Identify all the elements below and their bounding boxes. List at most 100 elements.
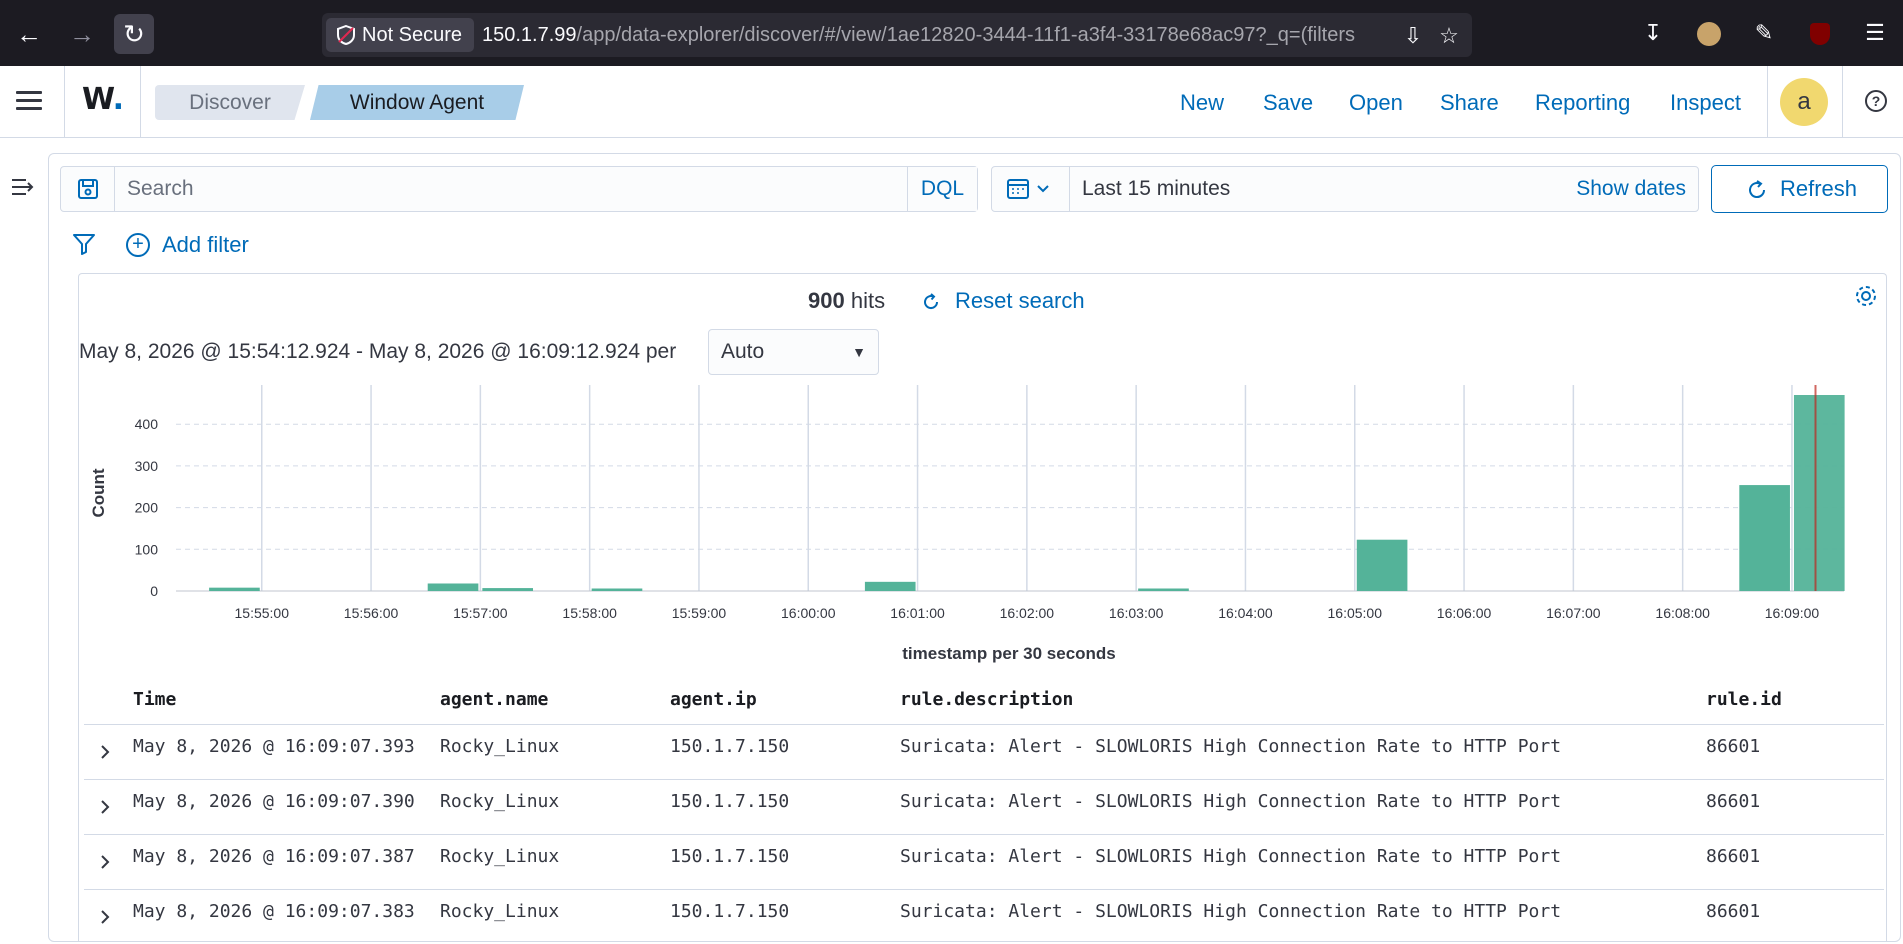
cell-agent-ip: 150.1.7.150 [670,736,790,757]
histogram-bar [1739,485,1790,591]
interval-value: Auto [721,340,765,363]
cell-rule-description: Suricata: Alert - SLOWLORIS High Connect… [900,736,1562,757]
x-tick-label: 16:05:00 [1328,605,1383,621]
cell-agent-name: Rocky_Linux [440,846,560,867]
app-logo[interactable]: W. [82,82,124,117]
refresh-icon [1749,180,1766,199]
divider [1842,66,1843,138]
share-link[interactable]: Share [1440,90,1499,115]
cell-rule-id: 86601 [1706,846,1761,867]
histogram-bar [1356,539,1408,591]
save-icon [78,179,98,199]
interval-select[interactable]: Auto ▼ [708,329,879,375]
hit-count: 900 hits [808,286,885,316]
hamburger-menu-icon[interactable] [12,84,46,118]
histogram-bar [591,588,643,591]
column-header-agent-ip[interactable]: agent.ip [670,689,757,710]
column-header-agent-name[interactable]: agent.name [440,689,549,710]
cell-rule-description: Suricata: Alert - SLOWLORIS High Connect… [900,846,1562,867]
x-tick-label: 16:09:00 [1765,605,1820,621]
open-link[interactable]: Open [1349,90,1403,115]
downloads-icon[interactable]: ↧ [1643,20,1663,45]
x-tick-label: 15:56:00 [344,605,399,621]
x-tick-label: 16:02:00 [1000,605,1055,621]
filter-icon[interactable] [72,232,96,256]
refresh-button[interactable]: Refresh [1711,165,1888,213]
reload-icon[interactable]: ↻ [114,14,154,54]
breadcrumb-discover[interactable]: Discover [155,85,305,120]
cell-agent-name: Rocky_Linux [440,736,560,757]
extensions-icon[interactable]: ✎ [1754,20,1774,45]
url-text[interactable]: 150.1.7.99/app/data-explorer/discover/#/… [482,13,1382,57]
cell-time: May 8, 2026 @ 16:09:07.393 [133,736,415,757]
show-dates-link[interactable]: Show dates [1576,177,1686,200]
profile-icon[interactable] [1694,18,1724,48]
column-header-time[interactable]: Time [133,689,177,710]
cell-agent-name: Rocky_Linux [440,791,560,812]
calendar-icon [1007,179,1049,199]
x-tick-label: 15:58:00 [562,605,617,621]
avatar[interactable]: a [1780,78,1828,126]
x-tick-label: 16:00:00 [781,605,836,621]
refresh-label: Refresh [1780,176,1858,201]
expand-row-icon[interactable] [94,851,116,873]
divider [1767,66,1768,138]
help-icon[interactable]: ? [1865,90,1887,112]
column-header-rule-description[interactable]: rule.description [900,689,1074,710]
table-row: May 8, 2026 @ 16:09:07.390 Rocky_Linux 1… [84,779,1884,834]
results-panel [78,273,1887,942]
divider [64,66,65,138]
cell-rule-id: 86601 [1706,901,1761,922]
save-link[interactable]: Save [1263,90,1314,115]
cell-rule-id: 86601 [1706,791,1761,812]
app-menu-icon[interactable]: ☰ [1865,20,1885,45]
histogram-bar [482,588,534,591]
saved-query-button[interactable] [61,167,115,211]
cell-rule-description: Suricata: Alert - SLOWLORIS High Connect… [900,901,1562,922]
search-input[interactable] [115,167,969,211]
address-bar[interactable]: Not Secure 150.1.7.99/app/data-explorer/… [322,13,1472,57]
ublock-icon[interactable] [1805,18,1835,48]
add-filter-button[interactable]: + Add filter [126,230,249,260]
page-download-icon[interactable]: ⇩ [1403,23,1423,48]
y-tick-label: 0 [150,583,158,599]
security-label: Not Secure [362,24,463,46]
discover-panel [48,153,1901,942]
bookmark-star-icon[interactable]: ☆ [1439,23,1459,48]
expand-row-icon[interactable] [94,741,116,763]
column-header-rule-id[interactable]: rule.id [1706,689,1782,710]
forward-icon[interactable]: → [69,19,95,49]
cell-agent-ip: 150.1.7.150 [670,791,790,812]
sidebar-expand-icon[interactable] [10,176,36,198]
new-link[interactable]: New [1180,90,1225,115]
inspect-link[interactable]: Inspect [1670,90,1741,115]
expand-row-icon[interactable] [94,796,116,818]
chevron-down-icon: ▼ [852,344,866,360]
back-icon[interactable]: ← [16,19,42,49]
x-tick-label: 16:06:00 [1437,605,1492,621]
reset-icon [924,293,939,310]
histogram-chart: 0 100 200 300 400 15:55:00 15:56:00 15:57:00 15:… [89,385,1845,663]
dql-toggle-button[interactable]: DQL [907,167,977,211]
reset-search-button[interactable]: Reset search [921,286,1085,316]
time-range-label[interactable]: Last 15 minutes [1082,177,1231,200]
site-security-button[interactable]: Not Secure [326,18,474,52]
query-bar: DQL [60,166,978,212]
date-picker: Last 15 minutes Show dates [991,166,1699,212]
x-tick-label: 16:08:00 [1655,605,1710,621]
y-tick-label: 100 [135,541,159,557]
url-path: /app/data-explorer/discover/#/view/1ae12… [576,24,1356,46]
histogram-bar [427,583,479,591]
x-tick-label: 15:59:00 [672,605,727,621]
x-tick-label: 15:57:00 [453,605,508,621]
gear-icon[interactable] [1853,283,1879,309]
plus-icon: + [126,233,150,257]
table-row: May 8, 2026 @ 16:09:07.387 Rocky_Linux 1… [84,834,1884,889]
add-filter-label: Add filter [162,232,249,257]
reporting-link[interactable]: Reporting [1535,90,1631,115]
quick-select-button[interactable] [992,167,1070,211]
y-tick-label: 400 [135,416,159,432]
expand-row-icon[interactable] [94,906,116,928]
cell-time: May 8, 2026 @ 16:09:07.387 [133,846,415,867]
x-tick-label: 16:01:00 [890,605,945,621]
